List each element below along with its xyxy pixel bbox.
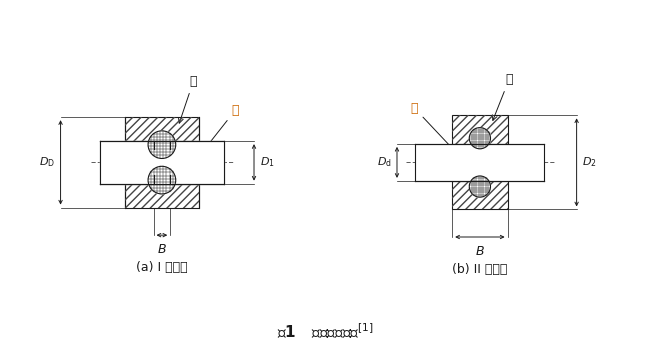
Bar — [125, 117, 199, 141]
Polygon shape — [170, 141, 224, 184]
Circle shape — [148, 166, 176, 194]
Text: 筒: 筒 — [492, 73, 513, 120]
Text: $D_\mathrm{d}$: $D_\mathrm{d}$ — [377, 155, 391, 169]
Bar — [125, 117, 199, 141]
Polygon shape — [100, 141, 154, 184]
Text: 筒: 筒 — [178, 75, 197, 123]
Text: $B$: $B$ — [157, 244, 167, 257]
Circle shape — [148, 131, 176, 158]
Text: 轴: 轴 — [202, 104, 239, 153]
Bar — [125, 184, 199, 208]
Bar — [452, 181, 508, 209]
Text: $D_2$: $D_2$ — [582, 155, 597, 169]
Text: 轴: 轴 — [411, 102, 454, 150]
Polygon shape — [471, 181, 489, 192]
Text: 图1   密封结构形式$^{[1]}$: 图1 密封结构形式$^{[1]}$ — [277, 322, 374, 341]
Circle shape — [469, 176, 490, 197]
Bar — [125, 184, 199, 208]
Bar — [415, 144, 544, 181]
Polygon shape — [154, 141, 170, 150]
Circle shape — [469, 128, 490, 149]
Text: $B$: $B$ — [475, 245, 485, 258]
Bar — [145, 141, 178, 184]
Text: (a) I 型密封: (a) I 型密封 — [136, 261, 187, 274]
Text: (b) II 型密封: (b) II 型密封 — [452, 263, 508, 276]
Bar — [452, 115, 508, 144]
Bar — [100, 141, 224, 184]
Polygon shape — [154, 175, 170, 184]
Text: $D_1$: $D_1$ — [260, 155, 274, 169]
Bar — [452, 115, 508, 144]
Polygon shape — [471, 132, 489, 144]
Text: $D_\mathrm{D}$: $D_\mathrm{D}$ — [39, 155, 55, 169]
Bar — [452, 181, 508, 209]
